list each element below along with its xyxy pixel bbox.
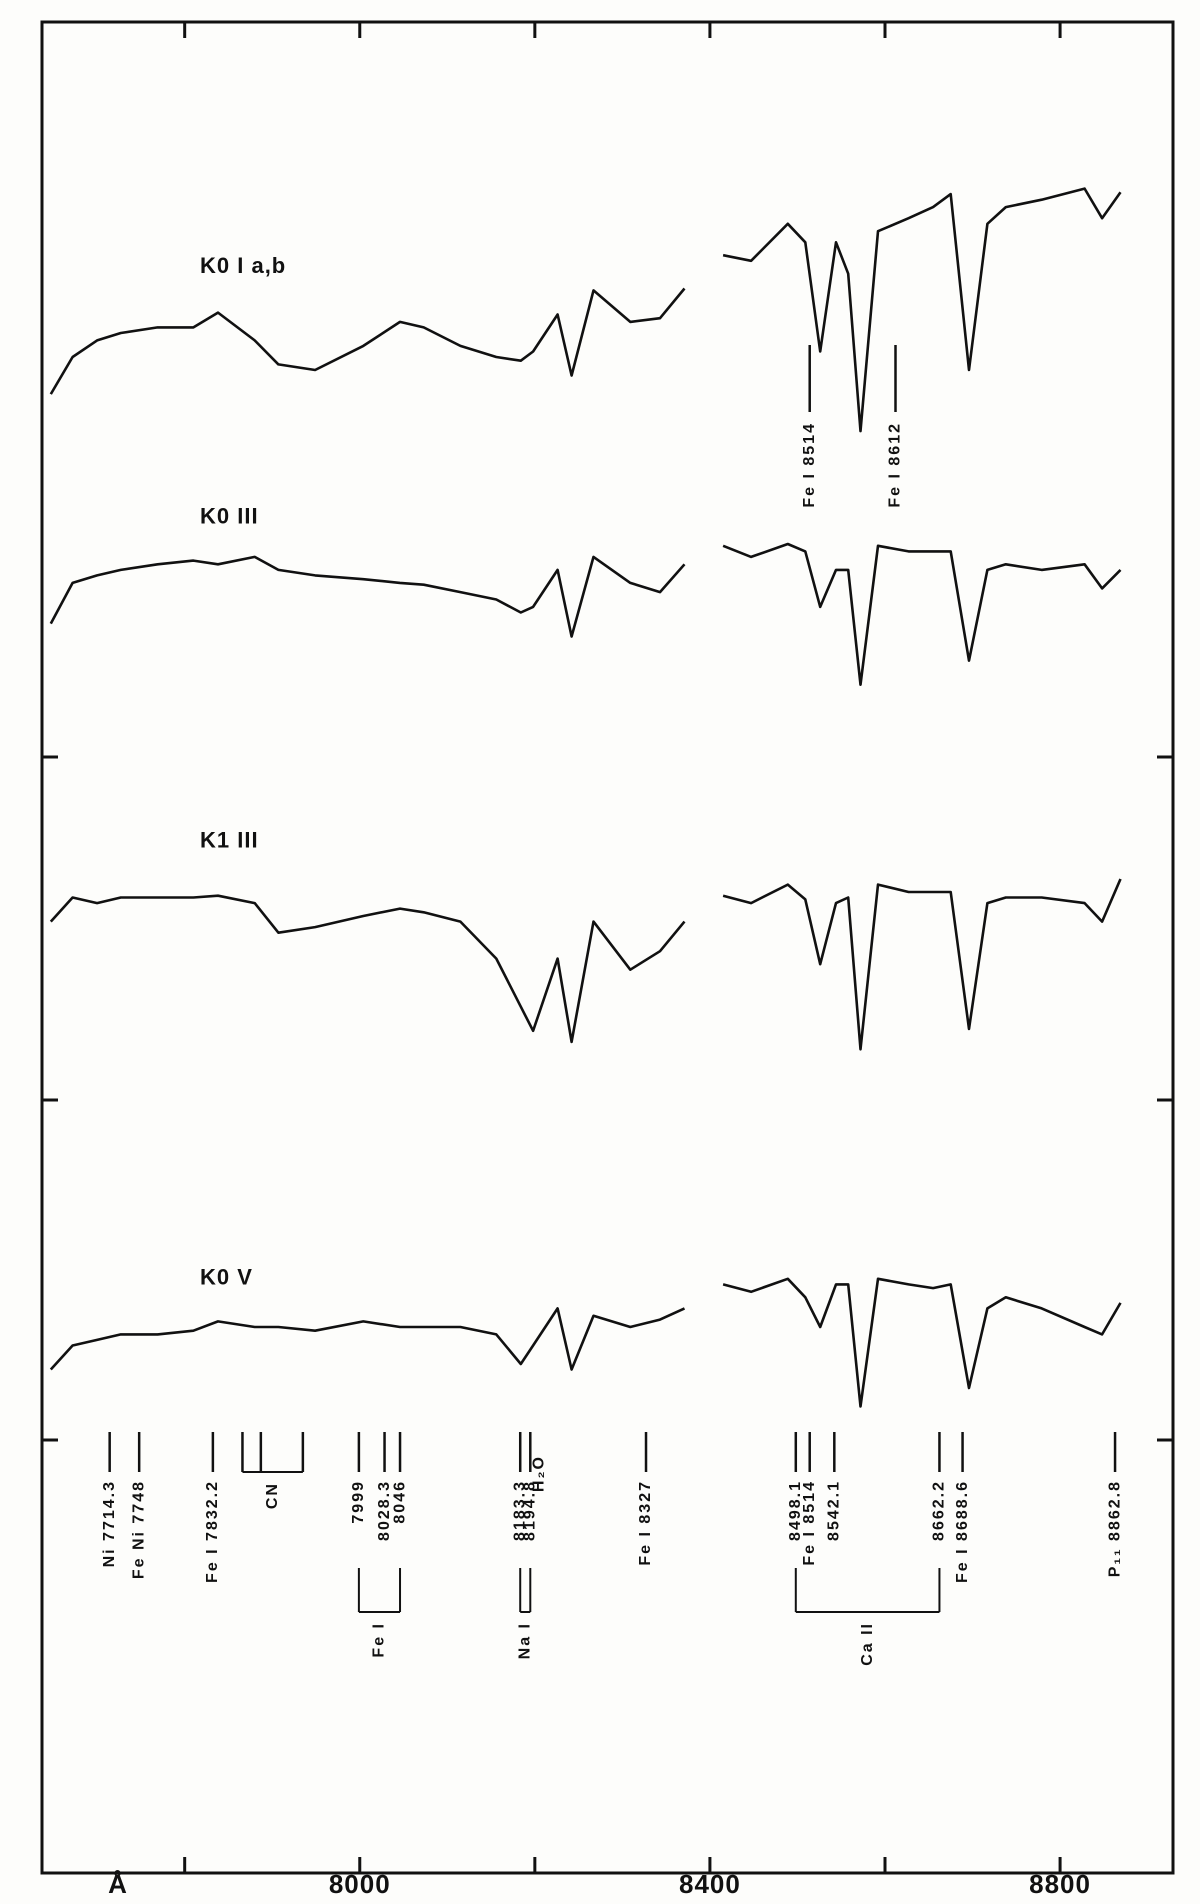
- group-label: CN: [264, 1482, 281, 1509]
- panel-ticks: [42, 755, 1173, 1442]
- line-id-label: 8028.3: [376, 1480, 393, 1541]
- line-id-label: 8046: [391, 1480, 408, 1524]
- frame: [40, 20, 1175, 1875]
- line-id-label: Fe I 8514: [801, 422, 818, 508]
- spectrum-line: [49, 187, 1122, 433]
- line-id-label: 8662.2: [931, 1480, 948, 1541]
- line-id-label: Ni 7714.3: [101, 1480, 118, 1567]
- line-id-label: Fe I 8327: [637, 1480, 654, 1566]
- line-id-label: Fe I 8514: [801, 1480, 818, 1566]
- line-id-label: 8498.1: [787, 1480, 804, 1541]
- spectrum-line: [49, 542, 1122, 686]
- spectrum-label: K0 I a,b: [200, 253, 286, 278]
- spectrum-label: K0 V: [200, 1265, 253, 1290]
- spectrum-line: [49, 1277, 1122, 1408]
- line-id-label: P₁₁ 8862.8: [1106, 1480, 1123, 1577]
- x-tick-label: 8400: [679, 1869, 741, 1899]
- x-tick-label: 8800: [1029, 1869, 1091, 1899]
- group-label: Na I: [516, 1622, 533, 1659]
- spectrum-label: K1 III: [200, 828, 259, 853]
- line-id-label: Fe I 8612: [887, 422, 904, 508]
- line-id-label: Fe I 7832.2: [204, 1480, 221, 1583]
- line-id-label: Fe Ni 7748: [130, 1480, 147, 1579]
- x-axis-label: Å: [108, 1869, 128, 1899]
- group-label: Fe I: [371, 1622, 388, 1658]
- line-id-label: H₂O: [530, 1455, 547, 1492]
- line-id-label: Fe I 8688.6: [954, 1480, 971, 1583]
- group-label: Ca II: [859, 1622, 876, 1666]
- x-tick-label: 8000: [329, 1869, 391, 1899]
- line-id-label: 8194.8: [522, 1480, 539, 1541]
- spectrum-label: K0 III: [200, 504, 259, 529]
- line-id-label: 8183.3: [511, 1480, 528, 1541]
- line-id-label: 7999: [350, 1480, 367, 1524]
- spectrum-line: [49, 878, 1122, 1051]
- line-id-label: 8542.1: [826, 1480, 843, 1541]
